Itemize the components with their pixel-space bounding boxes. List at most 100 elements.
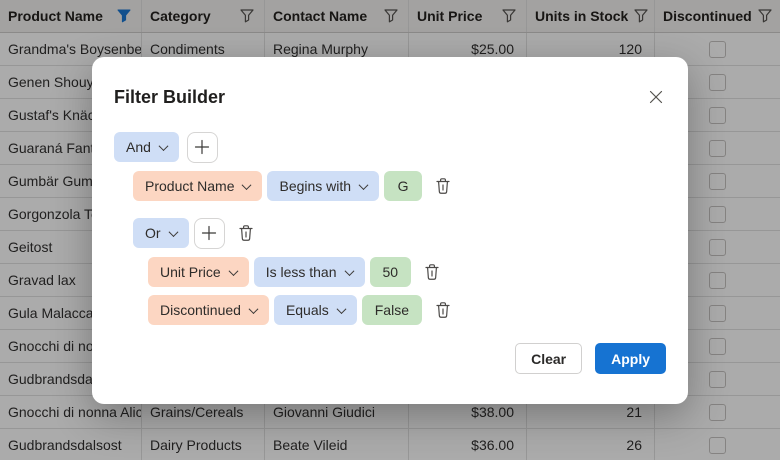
add-condition-button[interactable] — [193, 217, 225, 249]
column-label: Contact Name — [273, 8, 368, 24]
column-header-category[interactable]: Category — [142, 0, 265, 32]
chevron-down-icon — [248, 303, 259, 314]
close-button[interactable] — [646, 87, 666, 107]
dialog-title: Filter Builder — [114, 86, 226, 107]
operator-dropdown[interactable]: Begins with — [267, 171, 380, 201]
discontinued-checkbox[interactable] — [709, 370, 726, 388]
column-header-discontinued[interactable]: Discontinued — [655, 0, 780, 32]
sub-group-row: Or — [133, 217, 666, 249]
plus-icon — [201, 225, 217, 241]
remove-condition-button[interactable] — [435, 177, 451, 195]
filter-builder-dialog: Filter Builder And Product Name — [92, 57, 688, 404]
discontinued-checkbox[interactable] — [709, 403, 726, 421]
operator-dropdown[interactable]: Equals — [273, 295, 357, 325]
chevron-down-icon — [158, 140, 169, 151]
sub-group-operator-dropdown[interactable]: Or — [133, 218, 189, 248]
discontinued-checkbox[interactable] — [709, 205, 726, 223]
cell-discontinued — [655, 330, 780, 362]
field-label: Unit Price — [160, 264, 221, 280]
chevron-down-icon — [344, 265, 354, 276]
trash-icon — [238, 225, 253, 241]
cell-discontinued — [655, 264, 780, 296]
plus-icon — [195, 139, 210, 155]
cell-discontinued — [655, 165, 780, 197]
cell-discontinued — [655, 429, 780, 460]
discontinued-checkbox[interactable] — [709, 238, 726, 256]
cell-discontinued — [655, 33, 780, 65]
column-header-contact-name[interactable]: Contact Name — [265, 0, 409, 32]
dialog-header: Filter Builder — [114, 85, 666, 109]
value-label: 50 — [382, 264, 399, 280]
remove-group-button[interactable] — [238, 224, 254, 242]
cell-product: Gnocchi di nonna Alice — [0, 396, 142, 428]
field-dropdown[interactable]: Product Name — [133, 171, 263, 201]
trash-icon — [425, 264, 439, 280]
discontinued-checkbox[interactable] — [709, 106, 726, 124]
column-label: Units in Stock — [535, 8, 629, 24]
column-label: Product Name — [8, 8, 103, 24]
add-condition-button[interactable] — [186, 131, 218, 163]
column-header-units-in-stock[interactable]: Units in Stock — [527, 0, 655, 32]
field-label: Discontinued — [160, 302, 241, 318]
root-group-row: And — [114, 131, 666, 163]
cell-contact: Giovanni Giudici — [265, 396, 409, 428]
field-dropdown[interactable]: Discontinued — [148, 295, 269, 325]
cell-category: Grains/Cereals — [142, 396, 265, 428]
value-editor[interactable]: False — [361, 295, 422, 325]
trash-icon — [436, 302, 450, 318]
clear-button[interactable]: Clear — [515, 343, 583, 374]
discontinued-checkbox[interactable] — [709, 304, 726, 322]
discontinued-checkbox[interactable] — [709, 40, 726, 58]
discontinued-checkbox[interactable] — [709, 73, 726, 91]
chevron-down-icon — [242, 179, 252, 190]
root-operator-dropdown[interactable]: And — [114, 132, 179, 162]
column-label: Unit Price — [417, 8, 483, 24]
cell-price: $25.00 — [409, 33, 527, 65]
column-header-product-name[interactable]: Product Name — [0, 0, 142, 32]
cell-price: $36.00 — [409, 429, 527, 460]
value-label: G — [397, 178, 409, 194]
table-row: Gudbrandsdalsost Dairy Products Beate Vi… — [0, 429, 780, 460]
cell-discontinued — [655, 66, 780, 98]
condition-row: Unit Price Is less than 50 — [148, 257, 666, 287]
cell-category: Condiments — [142, 33, 265, 65]
grid-header-row: Product Name Category Contact Name Unit … — [0, 0, 780, 33]
cell-price: $38.00 — [409, 396, 527, 428]
cell-stock: 26 — [527, 429, 655, 460]
cell-discontinued — [655, 231, 780, 263]
remove-condition-button[interactable] — [424, 263, 440, 281]
cell-discontinued — [655, 396, 780, 428]
value-label: False — [374, 302, 409, 318]
operator-label: And — [126, 139, 151, 155]
cell-discontinued — [655, 132, 780, 164]
operator-dropdown[interactable]: Is less than — [253, 257, 365, 287]
dialog-footer: Clear Apply — [515, 343, 666, 374]
discontinued-checkbox[interactable] — [709, 172, 726, 190]
filter-tree: And Product Name Begins with G — [114, 131, 666, 325]
cell-discontinued — [655, 198, 780, 230]
field-label: Product Name — [145, 178, 235, 194]
discontinued-checkbox[interactable] — [709, 139, 726, 157]
condition-row: Product Name Begins with G — [133, 171, 666, 201]
chevron-down-icon — [168, 226, 179, 237]
column-label: Discontinued — [663, 8, 752, 24]
field-dropdown[interactable]: Unit Price — [148, 257, 249, 287]
column-header-unit-price[interactable]: Unit Price — [409, 0, 527, 32]
apply-button[interactable]: Apply — [595, 343, 666, 374]
cell-category: Dairy Products — [142, 429, 265, 460]
discontinued-checkbox[interactable] — [709, 271, 726, 289]
discontinued-checkbox[interactable] — [709, 436, 726, 454]
cell-product: Grandma's Boysenberry Spread — [0, 33, 142, 65]
value-editor[interactable]: G — [384, 171, 423, 201]
value-editor[interactable]: 50 — [369, 257, 412, 287]
discontinued-checkbox[interactable] — [709, 337, 726, 355]
operator-label: Equals — [285, 302, 329, 318]
cell-stock: 21 — [527, 396, 655, 428]
chevron-down-icon — [358, 179, 369, 190]
cell-discontinued — [655, 297, 780, 329]
chevron-down-icon — [336, 303, 347, 314]
remove-condition-button[interactable] — [435, 301, 451, 319]
cell-stock: 120 — [527, 33, 655, 65]
condition-row: Discontinued Equals False — [148, 295, 666, 325]
